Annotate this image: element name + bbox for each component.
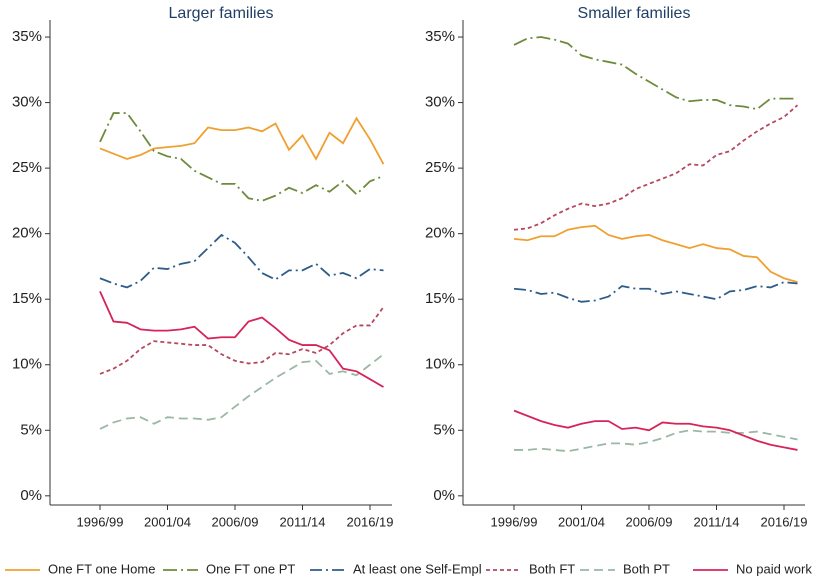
y-tick-label: 5%	[433, 421, 455, 438]
series-line	[513, 409, 798, 451]
series-line	[99, 112, 384, 202]
y-tick-label: 20%	[425, 225, 455, 242]
y-tick-label: 25%	[12, 159, 42, 176]
legend-label: Both PT	[623, 561, 670, 576]
y-tick-label: 10%	[12, 356, 42, 373]
legend-label: Both FT	[529, 561, 575, 576]
y-tick-label: 25%	[425, 159, 455, 176]
y-tick-label: 20%	[12, 225, 42, 242]
x-tick-label: 2006/09	[626, 514, 673, 529]
series-line	[99, 353, 385, 430]
x-tick-label: 2001/04	[144, 514, 191, 529]
x-tick-label: 2016/19	[761, 514, 808, 529]
y-tick-label: 15%	[425, 290, 455, 307]
legend-label: One FT one PT	[206, 561, 295, 576]
x-tick-label: 2011/14	[693, 514, 739, 529]
series-line	[99, 116, 385, 165]
series-line	[99, 290, 384, 388]
x-tick-label: 2016/19	[347, 514, 394, 529]
y-tick-label: 30%	[12, 94, 42, 111]
series-line	[513, 36, 798, 111]
series-line	[99, 233, 384, 289]
x-tick-label: 2006/09	[212, 514, 259, 529]
x-tick-label: 2001/04	[558, 514, 605, 529]
legend-label: At least one Self-Empl	[353, 561, 482, 576]
x-tick-label: 1996/99	[491, 514, 538, 529]
y-tick-label: 0%	[433, 487, 455, 504]
chart-title: Larger families	[169, 5, 274, 22]
legend-label: One FT one Home	[48, 561, 155, 576]
x-tick-label: 1996/99	[77, 514, 124, 529]
legend-label: No paid work	[736, 561, 812, 576]
series-line	[513, 281, 798, 303]
y-tick-label: 5%	[20, 421, 42, 438]
y-tick-label: 15%	[12, 290, 42, 307]
y-tick-label: 10%	[425, 356, 455, 373]
series-line	[514, 429, 798, 453]
series-line	[99, 306, 385, 375]
y-tick-label: 35%	[425, 28, 455, 45]
series-line	[513, 104, 799, 231]
series-line	[513, 224, 798, 284]
y-tick-label: 35%	[12, 28, 42, 45]
y-tick-label: 0%	[20, 487, 42, 504]
chart-title: Smaller families	[578, 5, 691, 22]
x-tick-label: 2011/14	[279, 514, 325, 529]
y-tick-label: 30%	[425, 94, 455, 111]
